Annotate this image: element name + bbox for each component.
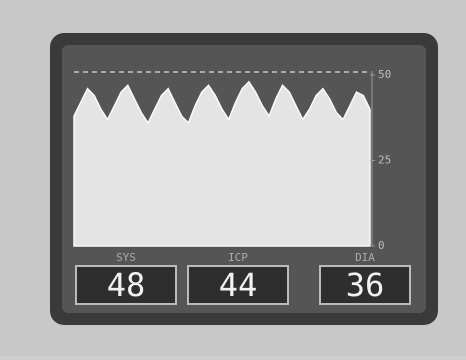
monitor-photo: 0 25 50 SYS 48 ICP 44 DIA 36: [0, 0, 466, 356]
readout-value: 44: [219, 266, 258, 304]
readout-value: 48: [107, 266, 146, 304]
readout-value: 36: [346, 266, 385, 304]
readout-label: ICP: [228, 251, 248, 264]
readout-label: DIA: [355, 251, 375, 264]
y-tick-label: 0: [378, 239, 385, 252]
y-tick-label: 25: [378, 154, 391, 167]
y-tick-label: 50: [378, 68, 391, 81]
readout-label: SYS: [116, 251, 136, 264]
